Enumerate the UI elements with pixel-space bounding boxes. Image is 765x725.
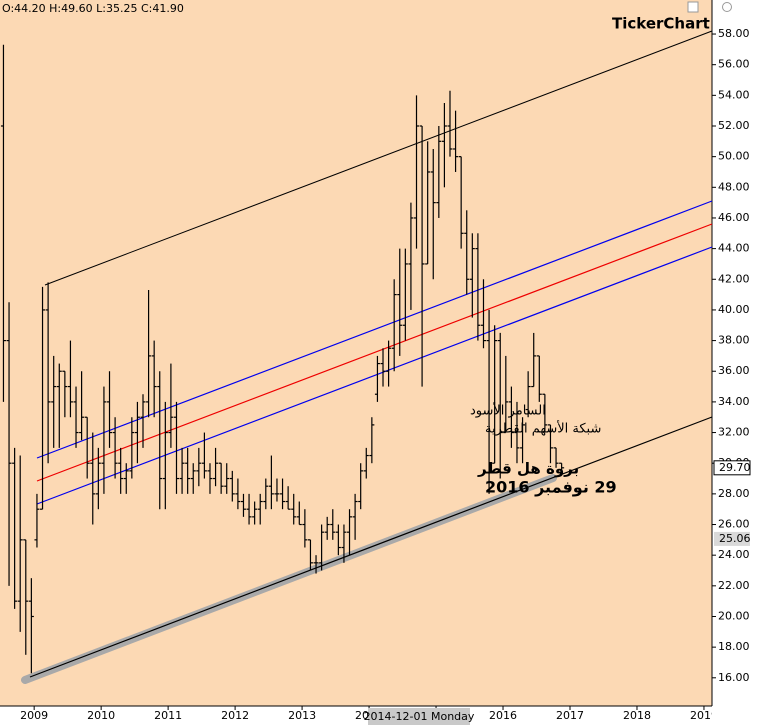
axis-corner (712, 707, 765, 725)
annotation: السامر الأسود (470, 402, 546, 419)
y-tick-label: 22.00 (718, 579, 750, 592)
y-tick-label: 58.00 (718, 27, 750, 40)
y-tick-label: 46.00 (718, 211, 750, 224)
x-tick-label: 2019 (690, 709, 718, 722)
x-tick-label: 2018 (623, 709, 651, 722)
price-label: 25.06 (719, 532, 751, 545)
y-tick-label: 18.00 (718, 640, 750, 653)
axes: 16.0018.0020.0022.0024.0026.0028.0030.00… (20, 27, 765, 725)
y-tick-label: 34.00 (718, 395, 750, 408)
y-axis-panel (712, 0, 765, 725)
price-label-box (713, 460, 751, 476)
x-tick-label: 2010 (87, 709, 115, 722)
x-tick-label: 2012 (221, 709, 249, 722)
annotation: بروة هل قطر (477, 460, 579, 478)
regression-mid (36, 223, 713, 482)
plot-background (0, 0, 712, 706)
y-tick-label: 50.00 (718, 150, 750, 163)
y-tick-label: 38.00 (718, 334, 750, 347)
x-tick-label: 2016 (489, 709, 517, 722)
price-label: 29.70 (719, 461, 751, 474)
y-tick-label: 42.00 (718, 272, 750, 285)
crosshair-label: 2014-12-01 Monday (364, 710, 475, 723)
window-button[interactable] (687, 1, 699, 13)
y-tick-label: 36.00 (718, 364, 750, 377)
x-axis-panel (0, 706, 712, 725)
y-tick-label: 28.00 (718, 487, 750, 500)
logo: TickerChart (612, 15, 710, 33)
annotation: شبكة الأسهم القطرية (485, 420, 601, 437)
y-tick-label: 54.00 (718, 88, 750, 101)
y-tick-label: 56.00 (718, 58, 750, 71)
crosshair-box (368, 708, 470, 725)
ohlc-header: O:44.20 H:49.60 L:35.25 C:41.90 (2, 2, 184, 15)
trendlines (21, 30, 713, 684)
channel-top (44, 30, 713, 286)
y-tick-label: 24.00 (718, 548, 750, 561)
price-label-box (714, 531, 750, 546)
y-tick-label: 26.00 (718, 518, 750, 531)
x-tick-label: 2017 (556, 709, 584, 722)
regression-lower (36, 246, 713, 505)
y-tick-label: 52.00 (718, 119, 750, 132)
channel-bottom (29, 416, 713, 678)
y-tick-label: 32.00 (718, 426, 750, 439)
x-tick-label: 2011 (154, 709, 182, 722)
y-tick-label: 20.00 (718, 609, 750, 622)
settings-button[interactable] (722, 2, 732, 12)
y-tick-label: 16.00 (718, 671, 750, 684)
x-tick-label: 2009 (20, 709, 48, 722)
y-tick-label: 44.00 (718, 242, 750, 255)
bars (0, 44, 565, 674)
y-tick-label: 40.00 (718, 303, 750, 316)
x-tick-label: 2013 (288, 709, 316, 722)
regression-upper (36, 200, 713, 459)
y-tick-label: 48.00 (718, 180, 750, 193)
annotation: 29 نوفمبر 2016 (485, 478, 617, 497)
